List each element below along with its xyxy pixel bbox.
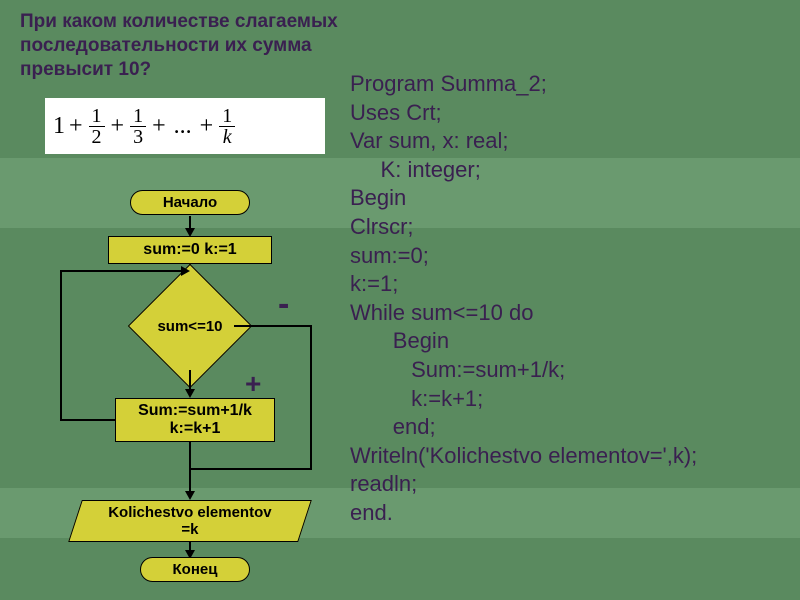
arrowhead-icon <box>185 389 195 398</box>
plus-sign: + <box>152 113 166 140</box>
plus-sign: + <box>200 113 214 140</box>
output-line-1: Kolichestvo elementov <box>76 504 304 521</box>
body-line-1: Sum:=sum+1/k <box>116 402 274 420</box>
body-line-2: k:=k+1 <box>116 420 274 438</box>
plus-sign: + <box>111 113 125 140</box>
numerator: 1 <box>130 106 146 127</box>
arrowhead-icon <box>185 491 195 500</box>
edge <box>310 325 312 470</box>
plus-sign: + <box>69 113 83 140</box>
numerator: 1 <box>219 106 235 127</box>
edge <box>234 325 312 327</box>
denominator: k <box>220 127 235 147</box>
branch-plus: + <box>245 368 261 400</box>
edge <box>60 270 183 272</box>
formula: 1 + 12 + 13 + ... + 1k <box>45 98 325 154</box>
branch-minus: - <box>278 285 289 324</box>
question-text: При каком количестве слагаемых последова… <box>20 10 380 81</box>
edge <box>190 468 312 470</box>
fraction: 13 <box>130 106 146 147</box>
edge <box>60 270 62 421</box>
edge <box>60 419 115 421</box>
edge <box>189 442 191 492</box>
output-line-2: =k <box>76 521 304 538</box>
ellipsis: ... <box>174 113 192 140</box>
pascal-code: Program Summa_2; Uses Crt; Var sum, x: r… <box>350 70 798 528</box>
flowchart-start: Начало <box>130 190 250 215</box>
numerator: 1 <box>89 106 105 127</box>
flowchart-output: Kolichestvo elementov =k <box>68 500 312 542</box>
flowchart-body: Sum:=sum+1/k k:=k+1 <box>115 398 275 442</box>
arrowhead-icon <box>181 266 190 276</box>
flowchart-decision-label: sum<=10 <box>135 318 245 335</box>
denominator: 3 <box>130 127 146 147</box>
flowchart-end: Конец <box>140 557 250 582</box>
flowchart-init: sum:=0 k:=1 <box>108 236 272 264</box>
denominator: 2 <box>89 127 105 147</box>
edge <box>189 370 191 390</box>
fraction: 1k <box>219 106 235 147</box>
formula-lead: 1 <box>53 113 65 140</box>
fraction: 12 <box>89 106 105 147</box>
